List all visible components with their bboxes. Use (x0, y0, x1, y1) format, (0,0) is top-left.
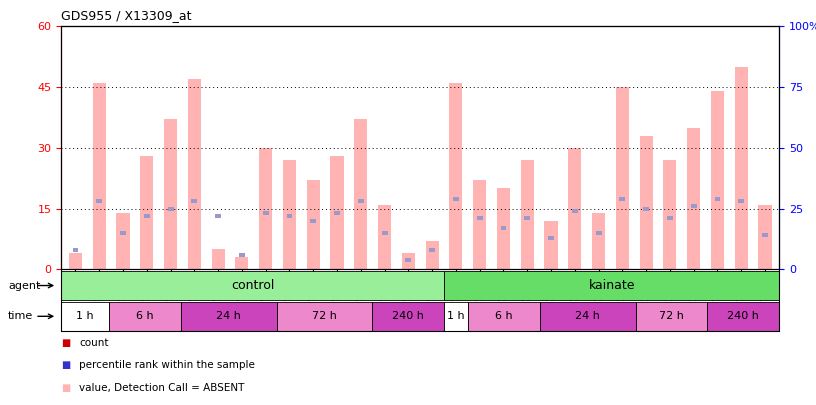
Bar (667, 216, 673, 220)
Text: ■: ■ (61, 338, 70, 348)
Text: agent: agent (8, 281, 41, 290)
Bar (450, 83, 463, 269)
Bar (382, 231, 388, 235)
Bar (117, 213, 130, 269)
Bar (568, 148, 581, 269)
Text: 24 h: 24 h (216, 311, 242, 321)
Bar (426, 241, 439, 269)
Text: 72 h: 72 h (312, 311, 337, 321)
Bar (521, 160, 534, 269)
Text: control: control (231, 279, 274, 292)
Bar (473, 180, 486, 269)
Bar (762, 233, 768, 237)
Bar (616, 87, 629, 269)
Text: 1 h: 1 h (77, 311, 94, 321)
Bar (307, 180, 320, 269)
Text: percentile rank within the sample: percentile rank within the sample (79, 360, 255, 370)
Bar (619, 197, 625, 201)
Bar (73, 248, 78, 252)
Text: value, Detection Call = ABSENT: value, Detection Call = ABSENT (79, 383, 245, 392)
Bar (643, 207, 649, 211)
Bar (640, 136, 653, 269)
Bar (500, 226, 507, 230)
Bar (525, 216, 530, 220)
Bar (711, 91, 724, 269)
Text: 6 h: 6 h (495, 311, 512, 321)
Bar (164, 119, 177, 269)
Text: ■: ■ (61, 383, 70, 392)
Bar (188, 79, 201, 269)
Bar (663, 160, 676, 269)
Bar (239, 253, 245, 257)
Bar (286, 214, 292, 218)
Bar (572, 209, 578, 213)
Bar (477, 216, 482, 220)
Bar (263, 211, 268, 215)
Bar (690, 204, 697, 208)
Bar (96, 199, 102, 203)
Bar (544, 221, 557, 269)
Bar (235, 257, 248, 269)
Bar (167, 207, 174, 211)
Text: count: count (79, 338, 109, 348)
Bar (93, 83, 106, 269)
Text: kainate: kainate (588, 279, 635, 292)
Text: 72 h: 72 h (659, 311, 684, 321)
Bar (715, 197, 721, 201)
Bar (596, 231, 601, 235)
Bar (738, 199, 744, 203)
Text: 1 h: 1 h (447, 311, 465, 321)
Text: ■: ■ (61, 360, 70, 370)
Bar (497, 188, 510, 269)
Bar (429, 248, 435, 252)
Bar (401, 253, 415, 269)
Bar (140, 156, 153, 269)
Bar (69, 253, 82, 269)
Text: 240 h: 240 h (392, 311, 424, 321)
Bar (592, 213, 605, 269)
Bar (354, 119, 367, 269)
Bar (358, 199, 364, 203)
Bar (144, 214, 150, 218)
Bar (120, 231, 126, 235)
Bar (330, 156, 344, 269)
Bar (215, 214, 221, 218)
Bar (283, 160, 296, 269)
Bar (548, 236, 554, 240)
Text: time: time (8, 311, 33, 321)
Text: 24 h: 24 h (575, 311, 601, 321)
Bar (759, 205, 772, 269)
Bar (259, 148, 273, 269)
Bar (310, 219, 316, 223)
Bar (192, 199, 197, 203)
Bar (406, 258, 411, 262)
Text: GDS955 / X13309_at: GDS955 / X13309_at (61, 9, 192, 22)
Bar (687, 128, 700, 269)
Bar (734, 67, 747, 269)
Bar (453, 197, 459, 201)
Bar (334, 211, 340, 215)
Bar (378, 205, 391, 269)
Text: 240 h: 240 h (727, 311, 760, 321)
Text: 6 h: 6 h (136, 311, 153, 321)
Bar (211, 249, 224, 269)
